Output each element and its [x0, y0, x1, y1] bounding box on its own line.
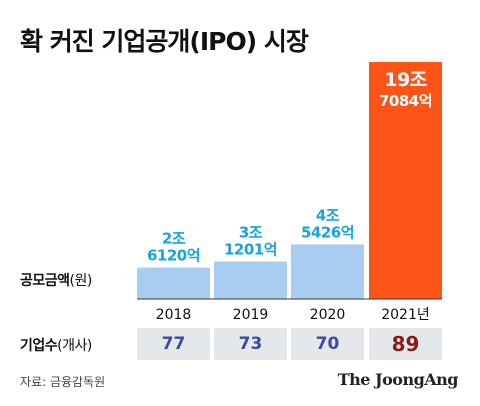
x-tick-2021년: 2021년 [381, 307, 430, 323]
bar-2021년 [369, 62, 442, 299]
bar-value-label-2021년-minor: 7084억 [379, 92, 432, 110]
amount-row-label: 공모금액(원) [20, 270, 92, 290]
count-cell-2021: 89 [369, 328, 442, 360]
bar-value-label-2020-major: 4조 [316, 206, 340, 224]
x-tick-2020: 2020 [310, 307, 346, 323]
x-tick-2018: 2018 [156, 307, 192, 323]
count-row-label-unit: (개사) [57, 338, 92, 354]
brand-logo: The JoongAng [337, 370, 459, 389]
bar-layer [137, 62, 442, 299]
count-cell-2019: 73 [214, 328, 287, 360]
bar-value-label-2018-major: 2조 [162, 230, 186, 248]
count-cell-2018: 77 [137, 328, 210, 360]
x-tick-2019: 2019 [233, 307, 269, 323]
bar-2020 [291, 244, 364, 299]
chart-title: 확 커진 기업공개(IPO) 시장 [20, 27, 309, 56]
bar-value-label-2020-minor: 5426억 [301, 223, 354, 241]
source-note: 자료: 금융감독원 [20, 375, 106, 389]
bar-2018 [137, 267, 210, 299]
tick-layer: 2018 2019 2020 2021년 [156, 307, 430, 323]
count-cell-2020: 70 [291, 328, 364, 360]
count-row-label: 기업수(개사) [20, 335, 92, 355]
bar-value-label-2019-major: 3조 [239, 223, 263, 241]
bar-value-label-2019-minor: 1201억 [224, 240, 277, 258]
bar-2019 [214, 261, 287, 299]
bar-value-label-2018-minor: 6120억 [147, 247, 200, 265]
amount-row-label-unit: (원) [69, 273, 93, 289]
bar-value-label-2021년-major: 19조 [384, 69, 426, 91]
amount-row-label-bold: 공모금액 [20, 273, 70, 289]
count-row-label-bold: 기업수 [20, 338, 58, 354]
